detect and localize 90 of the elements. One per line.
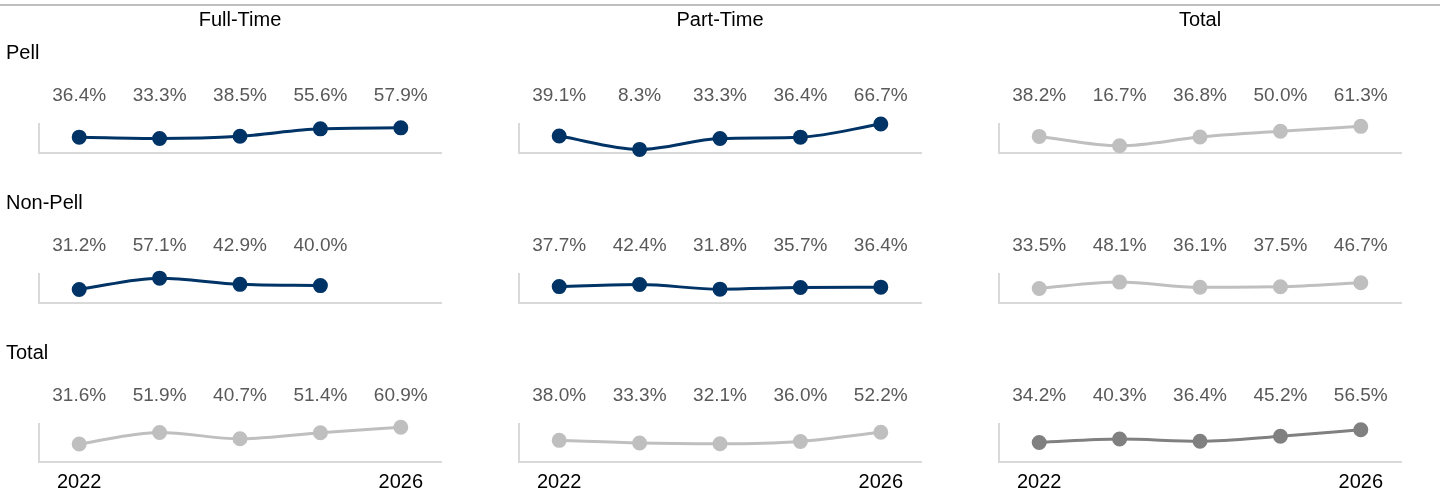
point <box>393 120 409 136</box>
data-label: 55.6% <box>293 84 348 106</box>
data-label: 38.0% <box>532 384 587 406</box>
point <box>873 116 889 132</box>
x-tick-label: 2026 <box>858 469 904 492</box>
data-label: 51.4% <box>293 384 348 406</box>
point <box>71 436 87 452</box>
data-label: 36.1% <box>1173 234 1228 256</box>
data-label: 40.7% <box>213 384 268 406</box>
point <box>792 433 808 449</box>
data-label: 57.1% <box>132 234 187 256</box>
data-label: 31.2% <box>52 234 107 256</box>
data-label: 39.1% <box>532 84 587 106</box>
data-label: 45.2% <box>1253 384 1308 406</box>
data-label: 36.4% <box>52 84 107 106</box>
data-label: 37.5% <box>1253 234 1308 256</box>
point <box>1353 118 1369 134</box>
chart-subtitle: Pell <box>6 41 40 64</box>
point <box>1031 435 1047 451</box>
x-tick-label: 2026 <box>378 469 424 492</box>
point <box>551 432 567 448</box>
point <box>1031 128 1047 144</box>
data-label: 61.3% <box>1333 84 1388 106</box>
point <box>232 128 248 144</box>
point <box>1192 129 1208 145</box>
data-label: 42.9% <box>213 234 268 256</box>
point <box>312 425 328 441</box>
data-label: 37.7% <box>532 234 587 256</box>
point <box>712 131 728 147</box>
data-label: 40.0% <box>293 234 348 256</box>
data-label: 48.1% <box>1092 234 1147 256</box>
point <box>1272 123 1288 139</box>
data-label: 36.0% <box>773 384 828 406</box>
point <box>393 419 409 435</box>
data-label: 42.4% <box>612 234 667 256</box>
data-label: 32.1% <box>693 384 748 406</box>
data-label: 36.4% <box>773 84 828 106</box>
chart-subtitle: Non-Pell <box>6 191 83 214</box>
point <box>1272 428 1288 444</box>
x-tick-label: 2022 <box>1016 469 1062 492</box>
data-label: 40.3% <box>1092 384 1147 406</box>
point <box>712 436 728 452</box>
data-label: 16.7% <box>1092 84 1147 106</box>
point <box>312 278 328 294</box>
data-label: 35.7% <box>773 234 828 256</box>
data-label: 46.7% <box>1333 234 1388 256</box>
point <box>1112 138 1128 154</box>
data-label: 31.8% <box>693 234 748 256</box>
point <box>152 270 168 286</box>
data-label: 34.2% <box>1012 384 1067 406</box>
data-label: 66.7% <box>853 84 908 106</box>
point <box>551 128 567 144</box>
data-label: 33.3% <box>612 384 667 406</box>
point <box>1353 422 1369 438</box>
point <box>232 431 248 447</box>
data-label: 57.9% <box>373 84 428 106</box>
data-label: 60.9% <box>373 384 428 406</box>
point <box>1192 433 1208 449</box>
data-label: 38.2% <box>1012 84 1067 106</box>
point <box>632 435 648 451</box>
chart-title: Total <box>1177 8 1223 31</box>
point <box>632 141 648 157</box>
data-label: 52.2% <box>853 384 908 406</box>
data-label: 33.3% <box>132 84 187 106</box>
data-label: 51.9% <box>132 384 187 406</box>
chart-title: Full-Time <box>197 8 283 31</box>
data-label: 31.6% <box>52 384 107 406</box>
data-label: 50.0% <box>1253 84 1308 106</box>
point <box>792 129 808 145</box>
data-label: 33.3% <box>693 84 748 106</box>
chart-subtitle: Total <box>6 341 49 364</box>
point <box>312 121 328 137</box>
data-label: 36.4% <box>1173 384 1228 406</box>
data-label: 8.3% <box>617 84 662 106</box>
chart-title: Part-Time <box>675 8 765 31</box>
point <box>71 281 87 297</box>
point <box>232 276 248 292</box>
data-label: 36.4% <box>853 234 908 256</box>
point <box>71 129 87 145</box>
point <box>873 424 889 440</box>
x-tick-label: 2022 <box>56 469 102 492</box>
x-tick-label: 2022 <box>536 469 582 492</box>
point <box>1112 431 1128 447</box>
point <box>152 131 168 147</box>
point <box>152 424 168 440</box>
data-label: 38.5% <box>213 84 268 106</box>
data-label: 33.5% <box>1012 234 1067 256</box>
x-tick-label: 2026 <box>1338 469 1384 492</box>
data-label: 56.5% <box>1333 384 1388 406</box>
data-label: 36.8% <box>1173 84 1228 106</box>
